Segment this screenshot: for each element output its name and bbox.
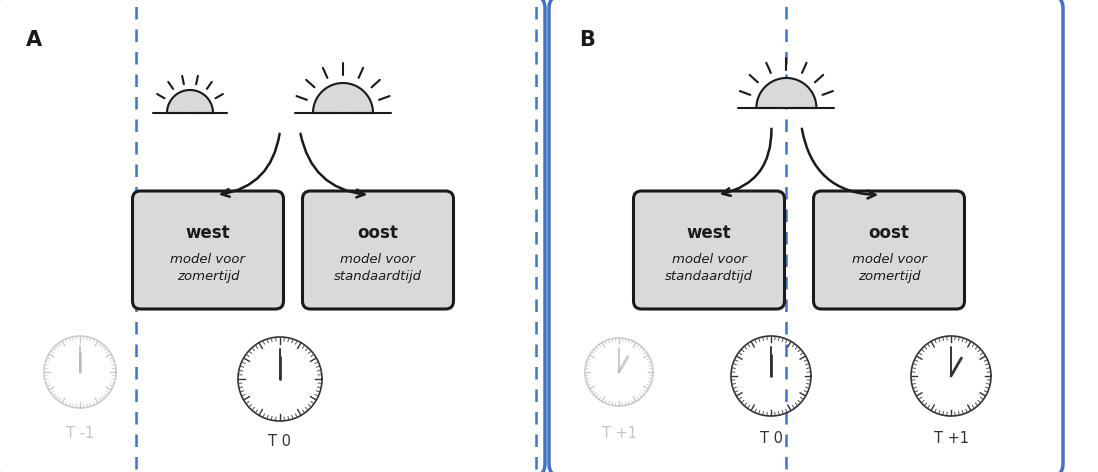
Text: A: A xyxy=(26,30,42,50)
FancyBboxPatch shape xyxy=(814,191,964,309)
Text: model voor
zomertijd: model voor zomertijd xyxy=(170,253,246,283)
FancyBboxPatch shape xyxy=(133,191,283,309)
Polygon shape xyxy=(313,83,373,113)
Text: oost: oost xyxy=(869,224,909,242)
Text: T +1: T +1 xyxy=(933,431,968,447)
Text: B: B xyxy=(579,30,595,50)
Text: T -1: T -1 xyxy=(66,427,94,441)
Text: T 0: T 0 xyxy=(269,435,291,449)
Text: model voor
zomertijd: model voor zomertijd xyxy=(852,253,927,283)
FancyBboxPatch shape xyxy=(0,0,545,472)
Text: model voor
standaardtijd: model voor standaardtijd xyxy=(334,253,422,283)
FancyBboxPatch shape xyxy=(549,0,1063,472)
Text: oost: oost xyxy=(358,224,399,242)
FancyBboxPatch shape xyxy=(634,191,784,309)
Text: west: west xyxy=(186,224,231,242)
Polygon shape xyxy=(167,90,213,113)
Text: T 0: T 0 xyxy=(760,431,783,447)
Text: model voor
standaardtijd: model voor standaardtijd xyxy=(665,253,753,283)
FancyBboxPatch shape xyxy=(303,191,453,309)
Text: T +1: T +1 xyxy=(602,427,637,441)
Text: west: west xyxy=(686,224,731,242)
Polygon shape xyxy=(757,78,817,108)
